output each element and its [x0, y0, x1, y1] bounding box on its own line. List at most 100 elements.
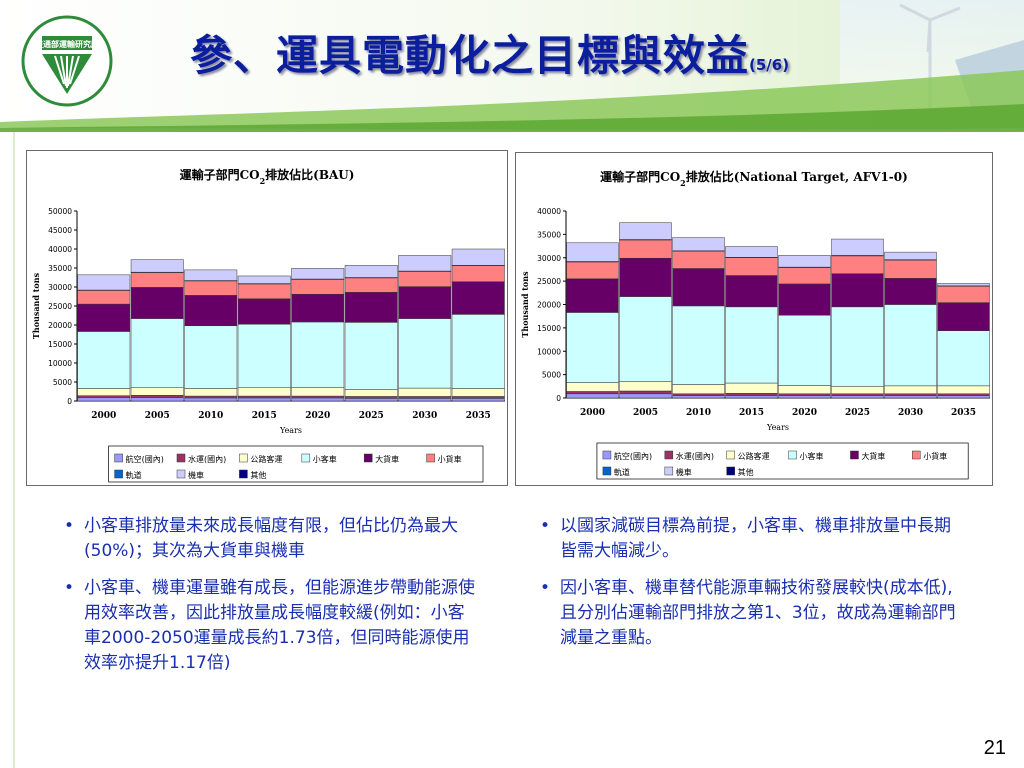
bar-segment [725, 306, 778, 384]
bar-segment [937, 393, 990, 396]
x-tick-label: 2030 [412, 411, 437, 421]
y-tick-label: 25000 [48, 302, 72, 311]
bullets-left: • 小客車排放量未來成長幅度有限，但佔比仍為最大(50%)；其次為大貨車與機車 •… [62, 514, 478, 688]
bar-segment [937, 283, 990, 287]
legend-swatch [664, 450, 674, 460]
legend-swatch [176, 453, 186, 463]
bar-segment [778, 315, 831, 386]
x-tick-label: 2010 [198, 411, 223, 421]
legend-swatch [788, 450, 797, 460]
bar-segment [184, 280, 238, 296]
bar-segment [344, 396, 398, 399]
bar-segment [937, 330, 990, 387]
bar-segment [398, 398, 452, 402]
bar-segment [566, 391, 619, 395]
bullet-left-2: • 小客車、機車運量雖有成長，但能源進步帶動能源使用效率改善，因此排放量成長幅度較… [62, 576, 478, 676]
legend-label: 小貨車 [923, 451, 947, 461]
bar-segment [291, 279, 345, 295]
bar-segment [937, 395, 990, 399]
chart-title: 運輸子部門CO2排放佔比(National Target, AFV1-0) [600, 169, 908, 188]
slide-title-suffix: (5/6) [749, 56, 790, 74]
bar-segment [398, 318, 452, 389]
y-tick-label: 10000 [537, 347, 561, 356]
x-tick-label: 2025 [359, 411, 384, 421]
bar-segment [937, 385, 990, 395]
bar-segment [130, 387, 184, 396]
bar-segment [884, 393, 937, 396]
bar-segment [237, 387, 291, 397]
bar-segment [778, 385, 831, 395]
bar-segment [291, 387, 345, 397]
x-tick-label: 2000 [580, 408, 605, 418]
legend-label: 航空(國內) [614, 451, 652, 461]
bar-segment [398, 396, 452, 399]
bar-segment [884, 278, 937, 305]
x-tick-label: 2015 [252, 411, 277, 421]
institute-logo: 交通部運輸研究所 [21, 15, 113, 107]
bar-segment [831, 393, 884, 396]
y-tick-label: 5000 [53, 378, 72, 387]
logo-text: 交通部運輸研究所 [35, 39, 99, 49]
bar-segment [184, 325, 238, 389]
bar-segment [77, 290, 131, 305]
bar-segment [344, 322, 398, 390]
bar-segment [619, 381, 672, 392]
legend-swatch [602, 450, 612, 460]
bar-segment [778, 255, 831, 268]
bullet-left-1-text: 小客車排放量未來成長幅度有限，但佔比仍為最大(50%)；其次為大貨車與機車 [84, 516, 458, 561]
bar-segment [344, 277, 398, 293]
bullet-dot: • [64, 578, 75, 598]
y-tick-label: 40000 [48, 245, 72, 254]
bar-segment [77, 331, 131, 389]
bar-segment [344, 398, 398, 402]
x-axis-label: Years [279, 426, 302, 435]
bar-segment [831, 255, 884, 274]
chart-title: 運輸子部門CO2排放佔比(BAU) [180, 167, 355, 186]
legend-label: 其他 [738, 467, 754, 477]
legend-swatch [726, 450, 735, 460]
bar-segment [237, 298, 291, 325]
bar-segment [937, 302, 990, 331]
x-tick-label: 2035 [951, 408, 976, 418]
bar-segment [884, 251, 937, 260]
bar-segment [398, 271, 452, 287]
bar-segment [778, 283, 831, 316]
bar-segment [884, 385, 937, 395]
x-axis-label: Years [766, 423, 789, 432]
legend-label: 機車 [188, 470, 204, 480]
bar-segment [725, 393, 778, 396]
x-tick-label: 2000 [91, 411, 116, 421]
bullets-right: • 以國家減碳目標為前提，小客車、機車排放量中長期皆需大幅減少。 • 因小客車、機車… [538, 514, 956, 663]
bar-segment [451, 265, 505, 282]
y-tick-label: 20000 [48, 321, 72, 330]
bar-segment [130, 397, 184, 402]
y-tick-label: 30000 [48, 283, 72, 292]
legend-label: 公路客運 [250, 454, 282, 464]
legend-swatch [114, 469, 123, 479]
bar-segment [451, 388, 505, 397]
bar-segment [451, 248, 505, 266]
legend-swatch [602, 466, 612, 476]
x-tick-label: 2005 [633, 408, 658, 418]
bar-segment [672, 250, 725, 269]
legend-label: 水運(國內) [676, 451, 714, 461]
bar-segment [77, 274, 131, 291]
bar-segment [566, 382, 619, 392]
bullet-left-2-text: 小客車、機車運量雖有成長，但能源進步帶動能源使用效率改善，因此排放量成長幅度較緩… [84, 578, 475, 673]
bau-chart: 運輸子部門CO2排放佔比(BAU) Thousand tons 0 5000 10000… [26, 150, 508, 486]
bar-segment [672, 237, 725, 251]
legend-label: 小貨車 [438, 454, 462, 464]
bar-segment [237, 283, 291, 300]
bar-segment [77, 303, 131, 332]
legend-swatch [426, 453, 435, 463]
y-tick-label: 10000 [48, 359, 72, 368]
bullet-right-1: • 以國家減碳目標為前提，小客車、機車排放量中長期皆需大幅減少。 [538, 514, 956, 564]
bar-segment [130, 272, 184, 288]
legend-swatch [239, 469, 248, 479]
bar-segment [619, 296, 672, 382]
bar-segment [237, 275, 291, 284]
legend-label: 航空(國內) [126, 454, 164, 464]
bar-segment [937, 286, 990, 303]
legend-label: 水運(國內) [188, 454, 226, 464]
bar-segment [291, 268, 345, 280]
